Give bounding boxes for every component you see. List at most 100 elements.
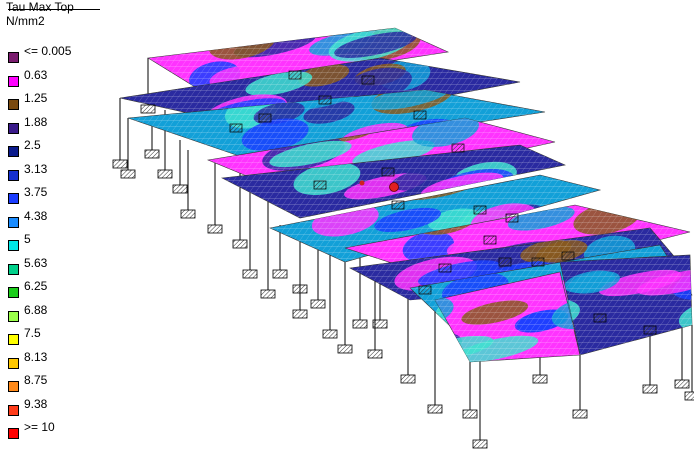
- support: [642, 384, 658, 394]
- legend-swatch: [8, 240, 19, 251]
- support: [572, 409, 588, 419]
- element-marker: [498, 257, 512, 267]
- legend-label: 1.25: [24, 91, 48, 105]
- mesh-overlay: [128, 90, 545, 158]
- legend-label: 5: [24, 232, 31, 246]
- slabs-layer: [119, 27, 693, 363]
- legend-label: >= 10: [24, 420, 55, 434]
- element-marker: [413, 110, 427, 120]
- element-marker: [229, 123, 243, 133]
- support: [157, 169, 173, 179]
- element-marker: [391, 200, 405, 210]
- element-marker: [483, 235, 497, 245]
- support: [272, 269, 288, 279]
- support: [322, 329, 338, 339]
- support: [472, 439, 488, 449]
- support: [427, 404, 443, 414]
- stress-region: [435, 331, 463, 362]
- support: [260, 289, 276, 299]
- legend-swatch: [8, 310, 19, 322]
- mesh-overlay: [435, 272, 580, 362]
- element-marker: [418, 285, 432, 295]
- legend-swatch: [8, 193, 19, 204]
- support: [310, 299, 326, 309]
- support: [337, 344, 353, 354]
- legend-label: 4.38: [24, 208, 48, 223]
- markers-layer: [229, 70, 657, 335]
- legend-swatch: [8, 122, 19, 134]
- support: [112, 159, 128, 169]
- element-marker: [505, 213, 519, 223]
- legend-swatch: [8, 287, 19, 298]
- stress-legend: Tau Max Top N/mm2 <= 0.005 0.63 1.25 1.88 2.…: [0, 0, 110, 450]
- support: [367, 349, 383, 359]
- legend-title-block: Tau Max Top N/mm2: [6, 0, 74, 28]
- element-marker: [258, 113, 272, 123]
- legend-label: 6.25: [24, 279, 48, 293]
- legend-label: 1.88: [24, 114, 48, 129]
- element-marker: [361, 75, 375, 85]
- element-marker: [451, 143, 465, 153]
- legend-label: 6.88: [24, 302, 48, 317]
- support: [532, 374, 548, 384]
- support: [180, 209, 196, 219]
- support: [232, 239, 248, 249]
- slab: [220, 144, 566, 219]
- legend-label: 0.63: [24, 67, 48, 82]
- legend-swatch: [8, 52, 19, 63]
- support: [292, 309, 308, 319]
- legend-swatch: [8, 263, 19, 275]
- element-marker: [438, 263, 452, 273]
- support: [207, 224, 223, 234]
- support: [242, 269, 258, 279]
- legend-label: 5.63: [24, 255, 48, 270]
- legend-swatch: [8, 357, 19, 369]
- support: [400, 374, 416, 384]
- element-marker: [381, 167, 395, 177]
- legend-swatch: [8, 75, 19, 87]
- legend-unit: N/mm2: [6, 14, 45, 28]
- mesh-overlay: [560, 255, 692, 355]
- legend-swatch: [8, 216, 19, 228]
- mesh-overlay: [270, 175, 600, 262]
- legend-swatch: [8, 99, 19, 110]
- support: [120, 169, 136, 179]
- legend-label: 3.75: [24, 185, 48, 199]
- legend-swatch: [8, 169, 19, 181]
- legend-label: 8.13: [24, 349, 48, 364]
- legend-swatch: [8, 334, 19, 345]
- element-marker: [288, 70, 302, 80]
- legend-swatch: [8, 428, 19, 439]
- support: [462, 409, 478, 419]
- legend-title-rule: [8, 9, 100, 10]
- support: [140, 104, 156, 114]
- element-marker: [593, 313, 607, 323]
- legend-label: 9.38: [24, 396, 48, 411]
- support: [674, 379, 690, 389]
- support: [372, 319, 388, 329]
- element-marker: [531, 257, 545, 267]
- legend-label: 8.75: [24, 373, 48, 387]
- support: [352, 319, 368, 329]
- selected-point-marker: [389, 182, 399, 192]
- legend-title: Tau Max Top: [6, 0, 74, 14]
- model-viewport[interactable]: [100, 0, 694, 450]
- support: [684, 391, 694, 401]
- legend-label: <= 0.005: [24, 44, 72, 58]
- support: [292, 284, 308, 294]
- legend-swatch: [8, 381, 19, 392]
- support: [172, 184, 188, 194]
- supports-layer: [112, 104, 694, 449]
- legend-label: 2.5: [24, 138, 41, 152]
- element-marker: [473, 205, 487, 215]
- element-marker: [643, 325, 657, 335]
- element-marker: [561, 251, 575, 261]
- point-marker: [359, 180, 365, 186]
- mesh-overlay: [148, 28, 448, 90]
- legend-swatch: [8, 404, 19, 416]
- legend-label: 3.13: [24, 161, 48, 176]
- element-marker: [318, 95, 332, 105]
- element-marker: [313, 180, 327, 190]
- legend-swatch: [8, 146, 19, 157]
- legend-label: 7.5: [24, 326, 41, 340]
